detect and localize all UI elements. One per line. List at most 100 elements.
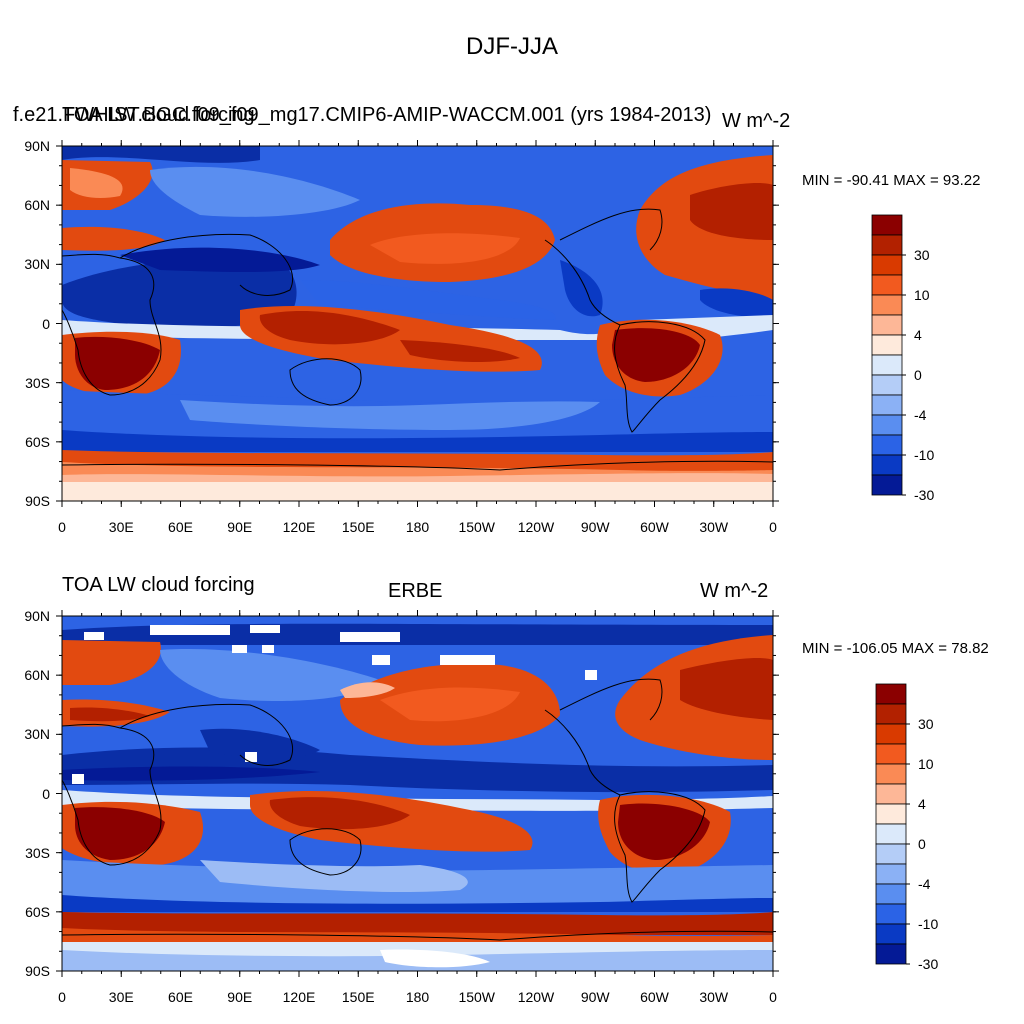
panel2-colorbar-swatch xyxy=(875,943,907,965)
lat-tick-label: 0 xyxy=(42,785,50,802)
figure-title: DJF-JJA xyxy=(466,33,558,60)
lon-tick-label: 180 xyxy=(405,519,430,535)
lat-tick-label: 90S xyxy=(25,963,50,979)
panel2-colorbar xyxy=(875,683,910,965)
lon-tick-label: 30E xyxy=(108,989,134,1005)
panel1-colorbar-label: -30 xyxy=(914,487,935,503)
lon-tick-label: 0 xyxy=(58,989,66,1005)
panel2-colorbar-swatch xyxy=(875,803,907,825)
lat-tick-label: 30S xyxy=(25,844,50,861)
lon-tick-label: 150E xyxy=(341,519,375,535)
panel2-colorbar-label: 30 xyxy=(918,716,934,732)
panel2-colorbar-swatch xyxy=(875,903,907,925)
panel2-colorbar-label: -4 xyxy=(918,876,931,892)
panel2-colorbar-swatch xyxy=(875,763,907,785)
lon-tick-label: 60W xyxy=(640,519,669,535)
lat-tick-label: 0 xyxy=(42,315,50,332)
lon-tick-label: 60E xyxy=(168,519,193,535)
lon-tick-label: 180 xyxy=(405,989,430,1005)
lat-tick-label: 60S xyxy=(25,433,50,450)
panel1-map xyxy=(62,146,773,501)
lon-tick-label: 120E xyxy=(282,989,316,1005)
lon-tick-label: 150E xyxy=(341,989,375,1005)
lat-tick-label: 60N xyxy=(24,197,50,214)
panel2-colorbar-swatch xyxy=(875,683,907,705)
panel1-colorbar-swatch xyxy=(871,314,903,336)
panel1-colorbar-label: 4 xyxy=(914,327,922,343)
axis-ticks xyxy=(56,140,779,977)
panel2-map xyxy=(62,616,773,971)
lon-tick-label: 90W xyxy=(580,989,610,1005)
panel1-colorbar-label: 0 xyxy=(914,367,922,383)
lon-tick-label: 120E xyxy=(282,519,316,535)
panel1-units: W m^-2 xyxy=(722,110,791,132)
lon-tick-label: 60E xyxy=(168,989,193,1005)
lon-tick-label: 30W xyxy=(699,519,729,535)
lat-tick-label: 30N xyxy=(24,726,50,743)
panel1-coastlines xyxy=(62,208,773,471)
panel2-obs-title: ERBE xyxy=(388,580,443,602)
panel2-coastlines xyxy=(62,678,773,941)
lat-tick-label: 90N xyxy=(24,138,50,154)
lon-tick-label: 60W xyxy=(640,989,669,1005)
panel2-colorbar-swatch xyxy=(875,923,907,945)
panel1-colorbar-swatch xyxy=(871,374,903,396)
panel1-colorbar-swatch xyxy=(871,294,903,316)
lon-tick-label: 0 xyxy=(769,989,777,1005)
panel2-colorbar-label: -30 xyxy=(918,956,939,972)
panel1-colorbar-swatch xyxy=(871,214,903,236)
lon-tick-label: 90W xyxy=(580,519,610,535)
panel2-variable-title: TOA LW cloud forcing xyxy=(62,574,255,596)
lon-tick-label: 90E xyxy=(227,519,253,535)
lon-tick-label: 30E xyxy=(108,519,134,535)
panel2-min-max: MIN = -106.05 MAX = 78.82 xyxy=(802,640,989,657)
panel2-colorbar-label: -10 xyxy=(918,916,939,932)
panel2-colorbar-label: 0 xyxy=(918,836,926,852)
panel2-colorbar-swatch xyxy=(875,723,907,745)
lon-tick-label: 120W xyxy=(517,989,555,1005)
panel2-colorbar-swatch xyxy=(875,743,907,765)
panel1-variable-title: TOA LW cloud forcing xyxy=(62,104,255,126)
panel1-colorbar-swatch xyxy=(871,474,903,496)
lat-tick-label: 90N xyxy=(24,608,50,624)
panel1-colorbar-swatch xyxy=(871,274,903,296)
panel1-case-title: f.e21.FWHIST.BGC.f09_f09_mg17.CMIP6-AMIP… xyxy=(13,104,712,126)
lon-tick-label: 0 xyxy=(769,519,777,535)
panel1-colorbar-swatch xyxy=(871,354,903,376)
panel2-colorbar-swatch xyxy=(875,863,907,885)
panel2-colorbar-swatch xyxy=(875,883,907,905)
panel2-colorbar-swatch xyxy=(875,823,907,845)
panel1-colorbar-swatch xyxy=(871,434,903,456)
lat-tick-label: 30N xyxy=(24,256,50,273)
lon-tick-label: 150W xyxy=(458,519,496,535)
panel1-colorbar-swatch xyxy=(871,454,903,476)
panel2-colorbar-label: 4 xyxy=(918,796,926,812)
panel1-colorbar-swatch xyxy=(871,254,903,276)
panel1-colorbar-swatch xyxy=(871,414,903,436)
panel2-missing-data xyxy=(72,625,597,968)
panel2-colorbar-label: 10 xyxy=(918,756,934,772)
lat-tick-label: 60S xyxy=(25,903,50,920)
lon-tick-label: 90E xyxy=(227,989,253,1005)
panel1-colorbar-swatch xyxy=(871,234,903,256)
lon-tick-label: 30W xyxy=(699,989,729,1005)
lon-tick-label: 150W xyxy=(458,989,496,1005)
panel2-units: W m^-2 xyxy=(700,580,769,602)
lon-tick-label: 0 xyxy=(58,519,66,535)
panel1-colorbar-swatch xyxy=(871,394,903,416)
lat-tick-label: 60N xyxy=(24,667,50,684)
panel1-colorbar-label: 10 xyxy=(914,287,930,303)
panel2-colorbar-swatch xyxy=(875,843,907,865)
panel1-min-max: MIN = -90.41 MAX = 93.22 xyxy=(802,172,981,189)
panel1-colorbar-label: -4 xyxy=(914,407,927,423)
panel1-colorbar xyxy=(871,214,906,496)
panel1-colorbar-label: 30 xyxy=(914,247,930,263)
panel2-colorbar-swatch xyxy=(875,783,907,805)
panel2-colorbar-swatch xyxy=(875,703,907,725)
panel1-colorbar-label: -10 xyxy=(914,447,935,463)
lon-tick-label: 120W xyxy=(517,519,555,535)
lat-tick-label: 30S xyxy=(25,374,50,391)
panel1-colorbar-swatch xyxy=(871,334,903,356)
lat-tick-label: 90S xyxy=(25,493,50,509)
